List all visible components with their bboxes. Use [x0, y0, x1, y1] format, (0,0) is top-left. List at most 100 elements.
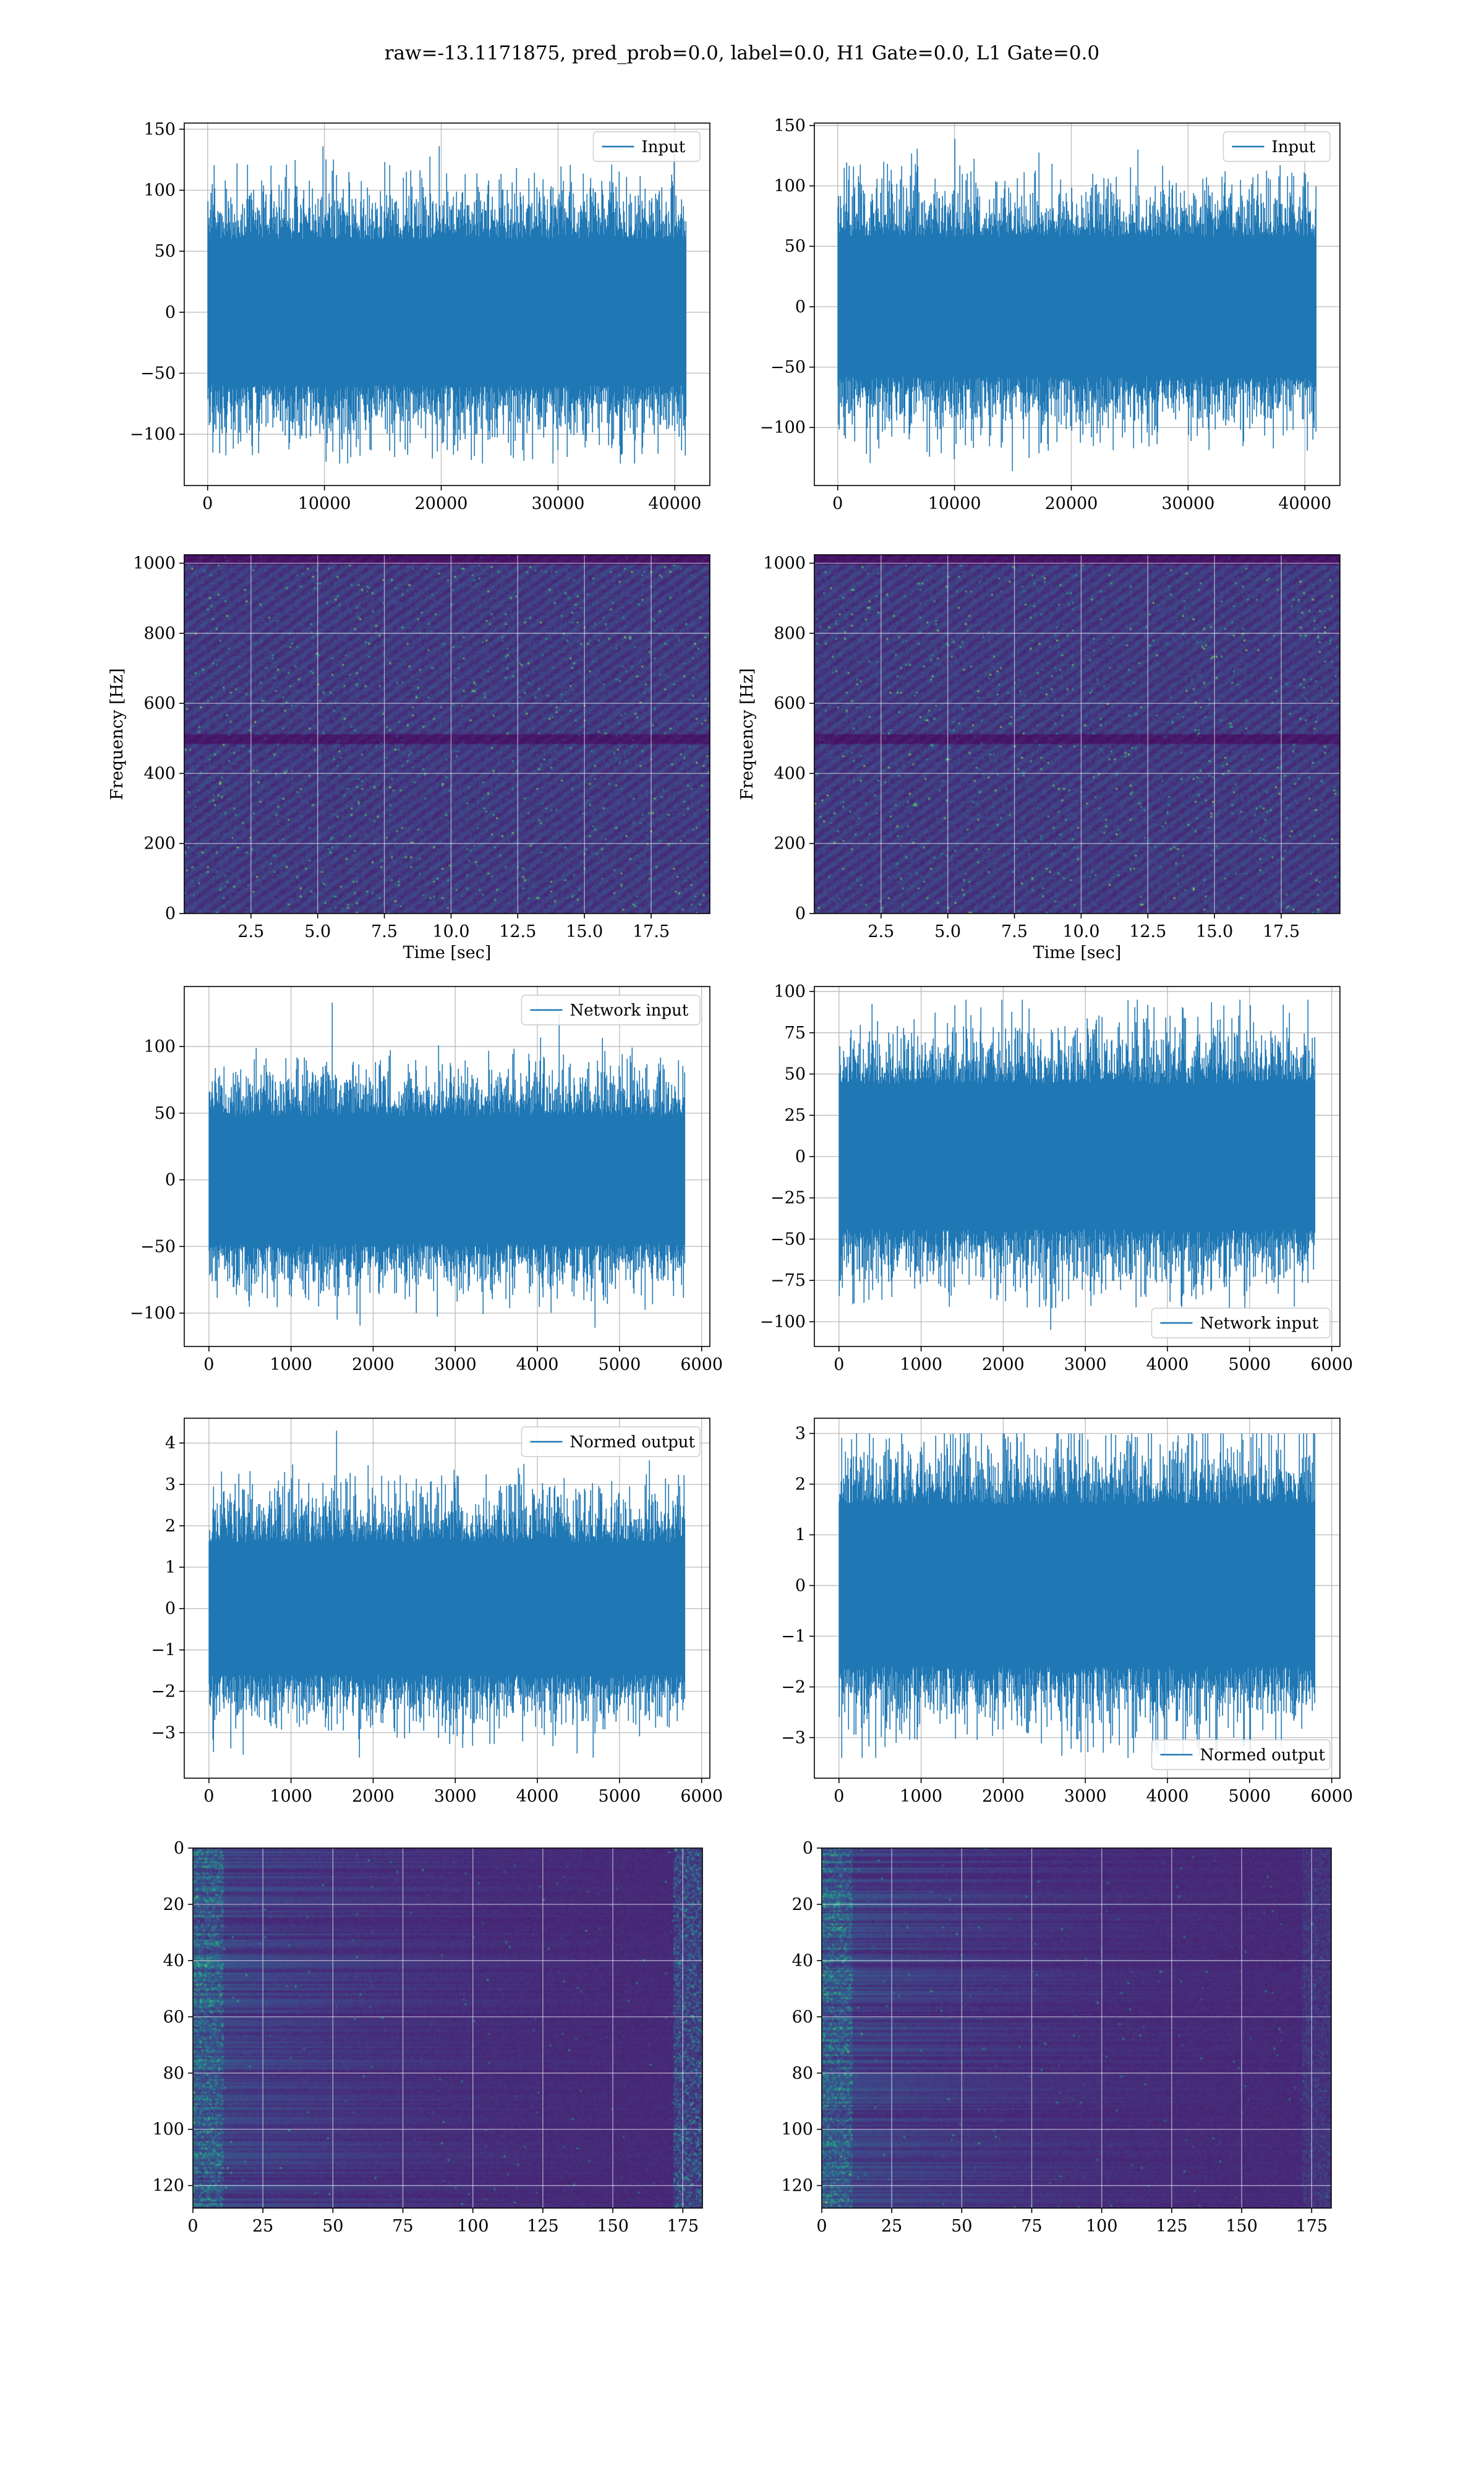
x-tick-label: 10.0	[432, 922, 469, 941]
y-tick-label: −2	[151, 1682, 176, 1701]
y-tick-label: 600	[143, 694, 176, 713]
legend-box	[1151, 1308, 1331, 1338]
x-tick-label: 4000	[1146, 1355, 1189, 1374]
series-line	[208, 1002, 686, 1328]
heatmap-image	[822, 1848, 1331, 2208]
y-tick-label: 80	[792, 2064, 813, 2083]
y-tick-label: −1	[151, 1641, 176, 1660]
x-tick-label: 3000	[1064, 1787, 1107, 1806]
y-tick-label: 3	[795, 1424, 806, 1444]
legend: Normed output	[521, 1426, 701, 1457]
series-line	[837, 139, 1317, 471]
y-tick-label: 0	[165, 1171, 176, 1190]
x-tick-label: 5000	[1229, 1787, 1271, 1806]
heatmap-image	[193, 1848, 702, 2208]
network-input-l1: 0 1000 2000 3000 4000 5000 6000 −100 −75 −50 −25 0 2…	[760, 982, 1353, 1374]
feature-map-h1: 0 25 50 75 100 125 150 175 0 20 40 60 80 100 120	[152, 1839, 703, 2236]
x-tick-label: 17.5	[1263, 922, 1300, 941]
axes-frame	[192, 1847, 703, 2209]
legend-box	[1222, 131, 1331, 162]
y-tick-label: 3	[165, 1475, 176, 1494]
x-tick-label: 0	[834, 1787, 844, 1806]
x-tick-label: 12.5	[499, 922, 536, 941]
y-tick-label: 60	[792, 2008, 813, 2027]
x-tick-label: 6000	[680, 1787, 723, 1806]
normed-output-l1: 0 1000 2000 3000 4000 5000 6000 −3 −2 −1 0 1 2 3 Norme…	[781, 1418, 1353, 1806]
y-tick-label: 50	[155, 242, 176, 261]
x-tick-label: 7.5	[1001, 922, 1028, 941]
tick-labels: 0 25 50 75 100 125 150 175 0 20 40 60 80 100 120	[152, 1839, 699, 2236]
x-tick-label: 3000	[1064, 1355, 1107, 1374]
y-tick-label: 100	[143, 181, 176, 200]
y-tick-label: −50	[770, 358, 806, 377]
y-tick-label: −100	[760, 1312, 806, 1332]
y-tick-label: 20	[163, 1895, 184, 1914]
x-tick-label: 17.5	[633, 922, 670, 941]
y-tick-label: 25	[785, 1106, 806, 1125]
y-tick-label: −75	[770, 1271, 806, 1290]
x-tick-label: 2000	[352, 1355, 394, 1374]
x-tick-label: 0	[187, 2217, 198, 2236]
y-tick-label: 0	[795, 1577, 806, 1596]
spectrogram-l1: 2.5 5.0 7.5 10.0 12.5 15.0 17.5 0 200 400 600 800 10…	[738, 554, 1341, 962]
grid-lines	[821, 1847, 1331, 2208]
tick-labels: 0 10000 20000 30000 40000 −100 −50 0 50 100 150	[760, 116, 1331, 513]
legend-box	[1151, 1739, 1331, 1770]
x-tick-label: 2.5	[237, 922, 264, 941]
tick-labels: 0 1000 2000 3000 4000 5000 6000 −3 −2 −1 0 1 2 3 4	[151, 1434, 723, 1806]
axes-frame	[184, 122, 710, 486]
x-tick-label: 4000	[1146, 1787, 1189, 1806]
axes-frame	[814, 554, 1341, 914]
y-tick-label: 100	[143, 1037, 176, 1056]
x-tick-label: 25	[252, 2217, 273, 2236]
y-tick-label: 0	[795, 904, 806, 923]
y-tick-label: 800	[143, 624, 176, 643]
x-tick-label: 125	[527, 2217, 559, 2236]
x-tick-label: 0	[834, 1355, 844, 1374]
x-tick-label: 20000	[1045, 494, 1098, 513]
x-tick-label: 75	[1021, 2217, 1042, 2236]
x-tick-label: 10000	[928, 494, 981, 513]
y-tick-label: 4	[165, 1434, 176, 1453]
axes-frame	[184, 554, 710, 914]
x-axis-label: Time [sec]	[403, 943, 492, 962]
y-tick-label: 0	[174, 1839, 184, 1858]
x-tick-label: 25	[881, 2217, 902, 2236]
y-tick-label: 40	[163, 1951, 184, 1971]
y-tick-label: 100	[774, 982, 806, 1001]
y-tick-label: 150	[143, 120, 176, 139]
y-tick-label: 50	[785, 237, 806, 256]
y-tick-label: 80	[163, 2064, 184, 2083]
normed-output-h1: 0 1000 2000 3000 4000 5000 6000 −3 −2 −1 0 1 2 3 4 Norm…	[151, 1418, 723, 1806]
series-line	[208, 1431, 686, 1758]
y-tick-label: −2	[781, 1677, 806, 1697]
y-tick-label: 60	[163, 2008, 184, 2027]
y-tick-label: −100	[130, 425, 176, 444]
y-tick-label: 20	[792, 1895, 813, 1914]
legend-label: Input	[642, 138, 686, 156]
y-tick-label: 0	[803, 1839, 813, 1858]
x-tick-label: 15.0	[1196, 922, 1233, 941]
legend-box	[592, 131, 701, 162]
y-tick-label: 100	[152, 2120, 184, 2139]
y-tick-label: −3	[151, 1723, 176, 1742]
x-tick-label: 2000	[352, 1787, 394, 1806]
x-tick-label: 3000	[434, 1355, 477, 1374]
x-tick-label: 4000	[516, 1787, 559, 1806]
tick-labels: 0 1000 2000 3000 4000 5000 6000 −3 −2 −1 0 1 2 3	[781, 1424, 1353, 1806]
y-axis-label: Frequency [Hz]	[108, 668, 127, 800]
x-tick-label: 7.5	[371, 922, 398, 941]
x-tick-label: 20000	[415, 494, 468, 513]
x-tick-label: 10.0	[1062, 922, 1099, 941]
x-tick-label: 0	[202, 494, 213, 513]
y-tick-label: 120	[152, 2177, 184, 2196]
y-tick-label: 50	[785, 1064, 806, 1084]
x-tick-label: 175	[667, 2217, 699, 2236]
y-tick-label: 120	[781, 2177, 813, 2196]
x-tick-label: 6000	[680, 1355, 723, 1374]
y-tick-label: −25	[770, 1189, 806, 1208]
y-tick-label: −1	[781, 1627, 806, 1646]
heatmap-image	[814, 555, 1340, 914]
x-tick-label: 2000	[982, 1355, 1025, 1374]
network-input-h1: 0 1000 2000 3000 4000 5000 6000 −100 −50 0 50 100 Ne…	[130, 986, 723, 1374]
